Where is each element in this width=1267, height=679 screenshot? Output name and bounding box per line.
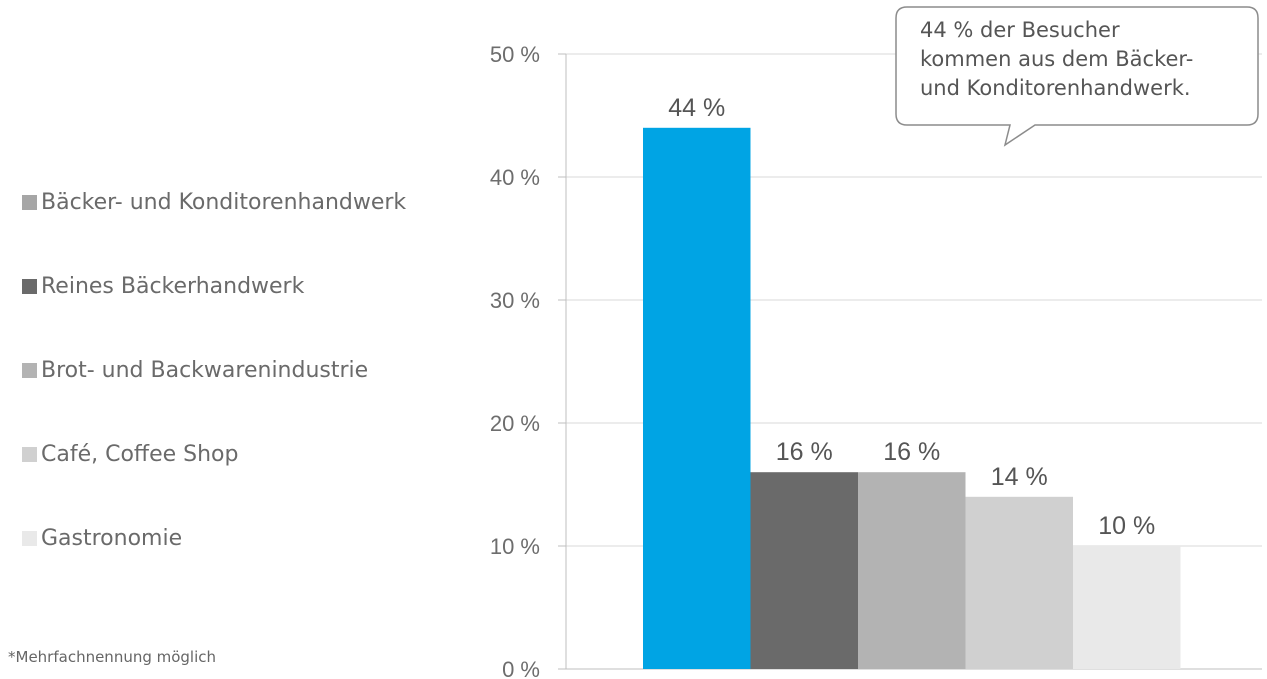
legend-item: Gastronomie	[22, 526, 182, 551]
legend-item: Bäcker- und Konditorenhandwerk	[22, 190, 406, 215]
data-label: 14 %	[991, 463, 1048, 491]
data-labels: 44 % 16 % 16 % 14 % 10 %	[668, 94, 1155, 540]
legend-item: Reines Bäckerhandwerk	[22, 274, 304, 299]
annotation-line: kommen aus dem Bäcker-	[920, 47, 1194, 71]
legend-item: Brot- und Backwarenindustrie	[22, 358, 368, 383]
annotation-line: 44 % der Besucher	[920, 18, 1120, 42]
data-label: 10 %	[1098, 512, 1155, 540]
legend-swatch	[22, 279, 37, 294]
bar	[858, 472, 966, 669]
legend-label: Brot- und Backwarenindustrie	[41, 358, 369, 383]
data-label: 16 %	[883, 438, 940, 466]
legend-label: Reines Bäckerhandwerk	[41, 274, 305, 299]
y-tick-label: 10 %	[490, 534, 540, 559]
annotation-text: 44 % der Besucher kommen aus dem Bäcker-…	[920, 16, 1193, 103]
legend-label: Bäcker- und Konditorenhandwerk	[41, 190, 407, 215]
annotation-line: und Konditorenhandwerk.	[920, 76, 1191, 100]
callout-bubble	[895, 6, 1259, 147]
footnote: *Mehrfachnennung möglich	[8, 648, 217, 666]
y-axis: 0 % 10 % 20 % 30 % 40 % 50 %	[490, 42, 540, 679]
y-tick-label: 20 %	[490, 411, 540, 436]
legend-label: Gastronomie	[41, 526, 183, 551]
legend-label: Café, Coffee Shop	[41, 442, 239, 467]
bar	[965, 496, 1073, 669]
legend-swatch	[22, 447, 37, 462]
legend-swatch	[22, 363, 37, 378]
bars	[643, 127, 1181, 670]
y-tick-label: 40 %	[490, 165, 540, 190]
data-label: 16 %	[776, 438, 833, 466]
legend-swatch	[22, 531, 37, 546]
bar	[750, 472, 858, 669]
bar	[643, 127, 751, 670]
y-tick-label: 30 %	[490, 288, 540, 313]
annotation-callout: 44 % der Besucher kommen aus dem Bäcker-…	[895, 6, 1259, 147]
legend-item: Café, Coffee Shop	[22, 442, 238, 467]
bar	[1073, 546, 1181, 669]
y-tick-label: 50 %	[490, 42, 540, 67]
legend-swatch	[22, 195, 37, 210]
y-tick-label: 0 %	[502, 657, 540, 679]
data-label: 44 %	[668, 94, 725, 122]
